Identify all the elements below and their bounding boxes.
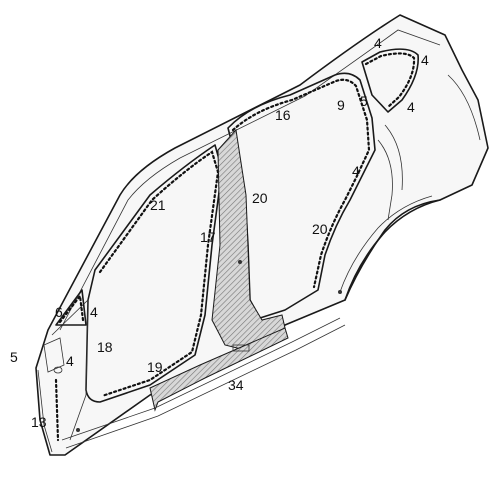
front-triangle-weld	[58, 293, 85, 324]
callout-17: 17	[200, 229, 216, 245]
rear-door-weld	[231, 78, 371, 289]
body-side-outline	[35, 14, 489, 456]
front-door-opening	[85, 144, 223, 403]
b-pillar-hole	[238, 260, 242, 264]
quarter-hole	[338, 290, 342, 294]
callout-21: 21	[150, 197, 166, 213]
rear-wheel-arch	[344, 199, 441, 301]
callout-5-front: 5	[10, 349, 18, 365]
callout-4-small: 4	[66, 353, 74, 369]
rear-arch-inner	[339, 195, 433, 293]
callout-4-right: 4	[421, 52, 429, 68]
tail-edge	[447, 74, 481, 141]
callout-34: 34	[228, 377, 244, 393]
quarter-window	[361, 48, 419, 113]
rocker-lower-line	[61, 317, 341, 441]
callout-6: 6	[55, 304, 63, 320]
callout-9: 9	[337, 97, 345, 113]
callout-20-upper: 20	[252, 190, 268, 206]
front-triangle	[55, 289, 87, 326]
callout-18: 18	[97, 339, 113, 355]
callout-4-top: 4	[374, 35, 382, 51]
front-flange	[37, 369, 53, 453]
front-hole-1	[53, 366, 63, 374]
callout-19: 19	[147, 359, 163, 375]
quarter-window-weld	[364, 52, 416, 109]
callout-13: 13	[31, 414, 47, 430]
callout-4-front: 4	[90, 304, 98, 320]
rocker-hole	[76, 428, 80, 432]
a-pillar-lower	[51, 299, 89, 441]
front-hinge-area	[43, 337, 65, 373]
callout-4-rear: 4	[407, 99, 415, 115]
front-weld-lower	[54, 378, 60, 442]
roof-rail-line	[59, 29, 441, 331]
quarter-contour-2	[384, 124, 403, 191]
callout-4-door: 4	[352, 163, 360, 179]
rocker-lower-line-2	[65, 324, 346, 449]
callout-16: 16	[275, 107, 291, 123]
callout-20-lower: 20	[312, 221, 328, 237]
b-pillar-slot	[232, 344, 250, 352]
quarter-contour	[377, 139, 393, 221]
rocker-sill	[149, 327, 289, 412]
callout-5-rear: 5	[360, 93, 368, 109]
front-door-weld	[98, 150, 220, 398]
rear-door-opening	[227, 72, 376, 319]
